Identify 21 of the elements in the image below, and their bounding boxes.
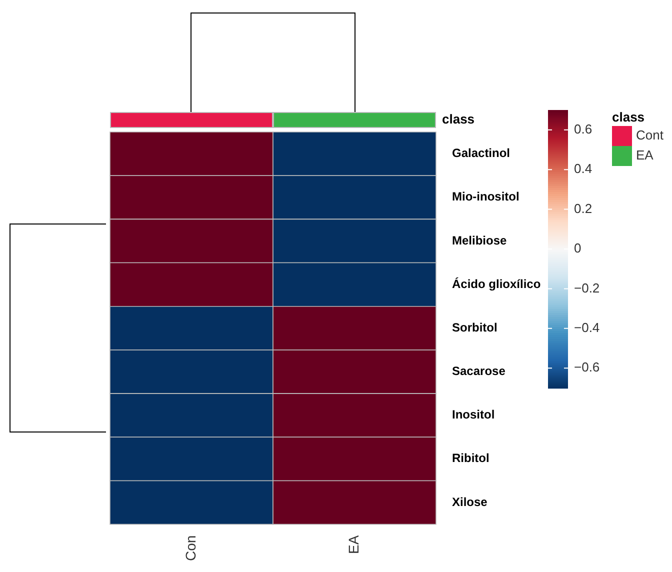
text: EA [636,148,654,163]
color-bar-label: −0.6 [574,360,600,375]
y-tick-label: Ribitol [452,451,490,466]
color-bar-label: 0.4 [574,161,592,176]
x-tick-label: Con [182,535,198,562]
text: class [612,110,645,125]
color-bar-label: 0 [574,240,582,256]
y-tick-label: Inositol [452,408,495,422]
color-bar-label: 0.2 [574,200,592,216]
color-bar-label: −0.2 [574,280,600,296]
y-tick-label: Xilose [452,494,488,509]
color-bar-label: 0.6 [574,121,592,136]
y-tick-label: Sacarose [452,364,506,378]
y-tick-label: Melibiose [452,233,508,248]
y-tick-label: Ácido glioxílico [452,276,541,291]
text: class [442,112,475,127]
text: Cont [636,128,664,143]
y-tick-label: Galactinol [452,146,510,160]
color-bar-label: −0.4 [574,320,600,336]
y-tick-label: Sorbitol [452,320,498,334]
y-tick-label: Mio-inositol [452,190,520,204]
